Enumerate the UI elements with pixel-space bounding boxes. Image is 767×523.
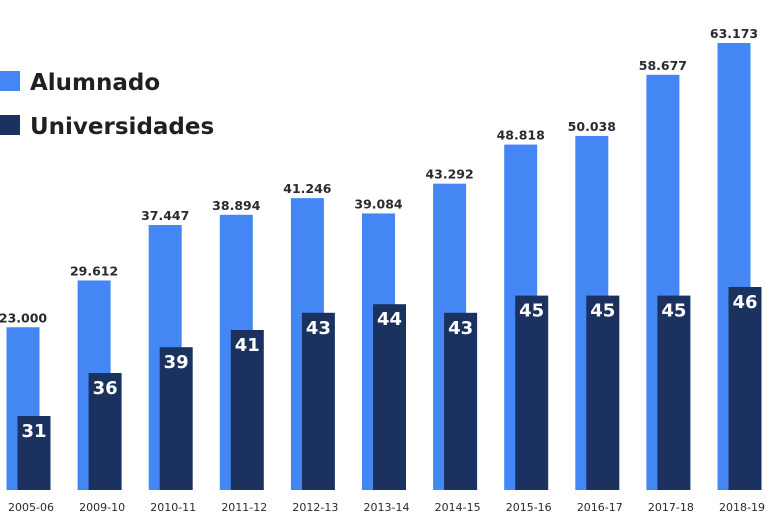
x-tick-label: 2014-15 [435,501,481,514]
universidades-bar [88,373,122,490]
x-tick-label: 2005-06 [8,501,54,514]
x-tick-label: 2016-17 [577,501,623,514]
universidades-bar [373,304,406,490]
alumnado-value-label: 63.173 [710,26,758,41]
alumnado-value-label: 23.000 [0,310,47,325]
universidades-bar [444,312,478,490]
x-axis-tick-labels: 2005-06 2009-10 2010-11 2011-12 2012-13 2013-… [8,501,765,514]
x-tick-label: 2011-12 [221,501,267,514]
alumnado-value-label: 58.677 [639,58,687,73]
legend: Alumnado Universidades [0,70,214,140]
x-tick-label: 2012-13 [292,501,338,514]
universidades-value-label: 41 [235,335,260,356]
legend-label-alumnado: Alumnado [30,70,160,96]
universidades-bar [301,312,335,490]
alumnado-value-label: 43.292 [425,167,473,182]
alumnado-value-label: 39.084 [354,196,403,211]
alumnado-value-label: 37.447 [141,208,189,223]
universidades-value-label: 39 [164,352,189,373]
universidades-value-label: 46 [732,292,757,313]
legend-label-universidades: Universidades [30,114,214,140]
x-tick-label: 2018-19 [719,501,765,514]
universidades-value-label: 43 [448,318,473,339]
x-tick-label: 2010-11 [150,501,196,514]
universidades-bar [159,347,193,490]
universidades-bar [728,287,762,490]
legend-swatch-alumnado [0,71,20,91]
alumnado-value-label: 50.038 [568,119,616,134]
universidades-value-label: 45 [519,301,544,322]
alumnado-value-labels: 23.000 29.612 37.447 38.894 41.246 39.084 43.2… [0,26,758,325]
x-tick-label: 2017-18 [648,501,694,514]
universidades-value-label: 43 [306,318,331,339]
x-tick-label: 2015-16 [506,501,552,514]
universidades-value-label: 31 [21,421,46,442]
legend-swatch-universidades [0,115,20,135]
universidades-bar [230,330,264,490]
universidades-bar [586,295,620,490]
universidades-value-label: 45 [590,301,615,322]
alumnado-value-label: 41.246 [283,181,332,196]
universidades-value-labels: 31 36 39 41 43 44 43 45 45 45 46 [21,292,757,442]
alumnado-value-label: 48.818 [497,128,545,143]
alumnado-value-label: 38.894 [212,198,261,213]
alumnado-value-label: 29.612 [70,263,118,278]
x-tick-label: 2009-10 [79,501,125,514]
x-tick-label: 2013-14 [364,501,410,514]
universidades-bar [515,295,549,490]
universidades-bar [657,295,691,490]
universidades-value-label: 45 [661,301,686,322]
universidades-value-label: 36 [93,378,118,399]
universidades-bar [17,416,51,490]
universidades-bars [17,287,762,490]
universidades-value-label: 44 [377,309,402,330]
